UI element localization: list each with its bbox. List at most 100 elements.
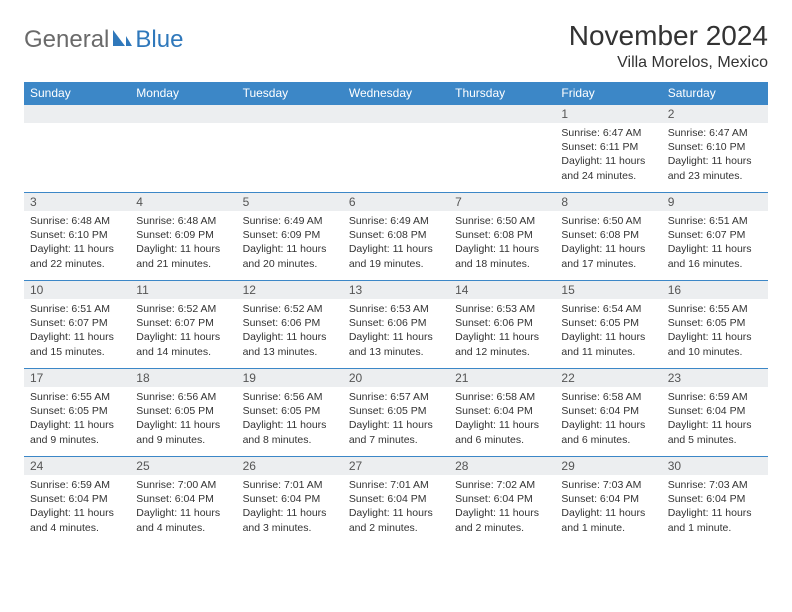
day-cell: 15Sunrise: 6:54 AMSunset: 6:05 PMDayligh…	[555, 281, 661, 369]
day-cell: 4Sunrise: 6:48 AMSunset: 6:09 PMDaylight…	[130, 193, 236, 281]
day-number: 13	[343, 281, 449, 299]
day-content	[237, 123, 343, 132]
weekday-header: Thursday	[449, 82, 555, 105]
day-content: Sunrise: 6:49 AMSunset: 6:09 PMDaylight:…	[237, 211, 343, 277]
day-content: Sunrise: 6:56 AMSunset: 6:05 PMDaylight:…	[130, 387, 236, 453]
day-cell: 12Sunrise: 6:52 AMSunset: 6:06 PMDayligh…	[237, 281, 343, 369]
day-content: Sunrise: 6:55 AMSunset: 6:05 PMDaylight:…	[24, 387, 130, 453]
day-number: 22	[555, 369, 661, 387]
week-row: 24Sunrise: 6:59 AMSunset: 6:04 PMDayligh…	[24, 457, 768, 545]
day-content: Sunrise: 6:52 AMSunset: 6:07 PMDaylight:…	[130, 299, 236, 365]
day-cell: 1Sunrise: 6:47 AMSunset: 6:11 PMDaylight…	[555, 105, 661, 193]
day-content: Sunrise: 6:55 AMSunset: 6:05 PMDaylight:…	[662, 299, 768, 365]
day-content: Sunrise: 6:59 AMSunset: 6:04 PMDaylight:…	[24, 475, 130, 541]
day-cell: 3Sunrise: 6:48 AMSunset: 6:10 PMDaylight…	[24, 193, 130, 281]
day-content: Sunrise: 6:49 AMSunset: 6:08 PMDaylight:…	[343, 211, 449, 277]
day-cell: 25Sunrise: 7:00 AMSunset: 6:04 PMDayligh…	[130, 457, 236, 545]
weekday-header: Tuesday	[237, 82, 343, 105]
day-content: Sunrise: 7:01 AMSunset: 6:04 PMDaylight:…	[343, 475, 449, 541]
calendar-table: Sunday Monday Tuesday Wednesday Thursday…	[24, 82, 768, 545]
logo-sail-icon	[111, 28, 133, 53]
day-cell: 18Sunrise: 6:56 AMSunset: 6:05 PMDayligh…	[130, 369, 236, 457]
day-content: Sunrise: 7:03 AMSunset: 6:04 PMDaylight:…	[662, 475, 768, 541]
day-number: 25	[130, 457, 236, 475]
day-number: 17	[24, 369, 130, 387]
day-number: 23	[662, 369, 768, 387]
day-cell	[130, 105, 236, 193]
day-cell: 24Sunrise: 6:59 AMSunset: 6:04 PMDayligh…	[24, 457, 130, 545]
title-block: November 2024 Villa Morelos, Mexico	[569, 20, 768, 72]
day-number	[24, 105, 130, 123]
day-content: Sunrise: 7:01 AMSunset: 6:04 PMDaylight:…	[237, 475, 343, 541]
day-cell	[449, 105, 555, 193]
day-number	[449, 105, 555, 123]
day-content: Sunrise: 6:58 AMSunset: 6:04 PMDaylight:…	[555, 387, 661, 453]
day-cell: 8Sunrise: 6:50 AMSunset: 6:08 PMDaylight…	[555, 193, 661, 281]
day-number: 9	[662, 193, 768, 211]
day-cell: 19Sunrise: 6:56 AMSunset: 6:05 PMDayligh…	[237, 369, 343, 457]
day-number: 1	[555, 105, 661, 123]
day-content	[24, 123, 130, 132]
day-content: Sunrise: 6:48 AMSunset: 6:09 PMDaylight:…	[130, 211, 236, 277]
day-number: 29	[555, 457, 661, 475]
day-cell: 6Sunrise: 6:49 AMSunset: 6:08 PMDaylight…	[343, 193, 449, 281]
day-cell	[343, 105, 449, 193]
day-number: 28	[449, 457, 555, 475]
day-number: 4	[130, 193, 236, 211]
day-number	[237, 105, 343, 123]
day-cell: 29Sunrise: 7:03 AMSunset: 6:04 PMDayligh…	[555, 457, 661, 545]
day-number: 8	[555, 193, 661, 211]
logo-text-blue: Blue	[135, 26, 183, 54]
day-cell: 26Sunrise: 7:01 AMSunset: 6:04 PMDayligh…	[237, 457, 343, 545]
day-number: 6	[343, 193, 449, 211]
weekday-header: Sunday	[24, 82, 130, 105]
location-label: Villa Morelos, Mexico	[569, 54, 768, 72]
day-number: 19	[237, 369, 343, 387]
day-cell: 30Sunrise: 7:03 AMSunset: 6:04 PMDayligh…	[662, 457, 768, 545]
day-content: Sunrise: 7:00 AMSunset: 6:04 PMDaylight:…	[130, 475, 236, 541]
day-number: 27	[343, 457, 449, 475]
day-content: Sunrise: 7:03 AMSunset: 6:04 PMDaylight:…	[555, 475, 661, 541]
day-cell: 22Sunrise: 6:58 AMSunset: 6:04 PMDayligh…	[555, 369, 661, 457]
day-content: Sunrise: 6:47 AMSunset: 6:11 PMDaylight:…	[555, 123, 661, 189]
day-cell: 10Sunrise: 6:51 AMSunset: 6:07 PMDayligh…	[24, 281, 130, 369]
day-content: Sunrise: 6:59 AMSunset: 6:04 PMDaylight:…	[662, 387, 768, 453]
day-cell	[237, 105, 343, 193]
day-number: 7	[449, 193, 555, 211]
day-number: 5	[237, 193, 343, 211]
day-number: 11	[130, 281, 236, 299]
day-number	[130, 105, 236, 123]
day-content: Sunrise: 6:57 AMSunset: 6:05 PMDaylight:…	[343, 387, 449, 453]
day-content: Sunrise: 6:54 AMSunset: 6:05 PMDaylight:…	[555, 299, 661, 365]
weekday-header: Wednesday	[343, 82, 449, 105]
day-content: Sunrise: 6:50 AMSunset: 6:08 PMDaylight:…	[555, 211, 661, 277]
week-row: 1Sunrise: 6:47 AMSunset: 6:11 PMDaylight…	[24, 105, 768, 193]
day-content: Sunrise: 7:02 AMSunset: 6:04 PMDaylight:…	[449, 475, 555, 541]
day-cell: 2Sunrise: 6:47 AMSunset: 6:10 PMDaylight…	[662, 105, 768, 193]
day-content: Sunrise: 6:51 AMSunset: 6:07 PMDaylight:…	[24, 299, 130, 365]
day-number: 30	[662, 457, 768, 475]
day-content	[449, 123, 555, 132]
day-content: Sunrise: 6:48 AMSunset: 6:10 PMDaylight:…	[24, 211, 130, 277]
day-cell: 7Sunrise: 6:50 AMSunset: 6:08 PMDaylight…	[449, 193, 555, 281]
day-cell: 27Sunrise: 7:01 AMSunset: 6:04 PMDayligh…	[343, 457, 449, 545]
day-content: Sunrise: 6:52 AMSunset: 6:06 PMDaylight:…	[237, 299, 343, 365]
day-cell: 14Sunrise: 6:53 AMSunset: 6:06 PMDayligh…	[449, 281, 555, 369]
day-cell: 23Sunrise: 6:59 AMSunset: 6:04 PMDayligh…	[662, 369, 768, 457]
day-cell: 17Sunrise: 6:55 AMSunset: 6:05 PMDayligh…	[24, 369, 130, 457]
day-number: 15	[555, 281, 661, 299]
day-content: Sunrise: 6:56 AMSunset: 6:05 PMDaylight:…	[237, 387, 343, 453]
day-content: Sunrise: 6:50 AMSunset: 6:08 PMDaylight:…	[449, 211, 555, 277]
day-content: Sunrise: 6:51 AMSunset: 6:07 PMDaylight:…	[662, 211, 768, 277]
day-number: 2	[662, 105, 768, 123]
day-content	[130, 123, 236, 132]
day-number: 20	[343, 369, 449, 387]
day-content: Sunrise: 6:53 AMSunset: 6:06 PMDaylight:…	[343, 299, 449, 365]
day-content: Sunrise: 6:53 AMSunset: 6:06 PMDaylight:…	[449, 299, 555, 365]
day-content: Sunrise: 6:58 AMSunset: 6:04 PMDaylight:…	[449, 387, 555, 453]
day-number: 24	[24, 457, 130, 475]
day-cell: 5Sunrise: 6:49 AMSunset: 6:09 PMDaylight…	[237, 193, 343, 281]
weekday-header-row: Sunday Monday Tuesday Wednesday Thursday…	[24, 82, 768, 105]
day-content: Sunrise: 6:47 AMSunset: 6:10 PMDaylight:…	[662, 123, 768, 189]
day-number: 10	[24, 281, 130, 299]
